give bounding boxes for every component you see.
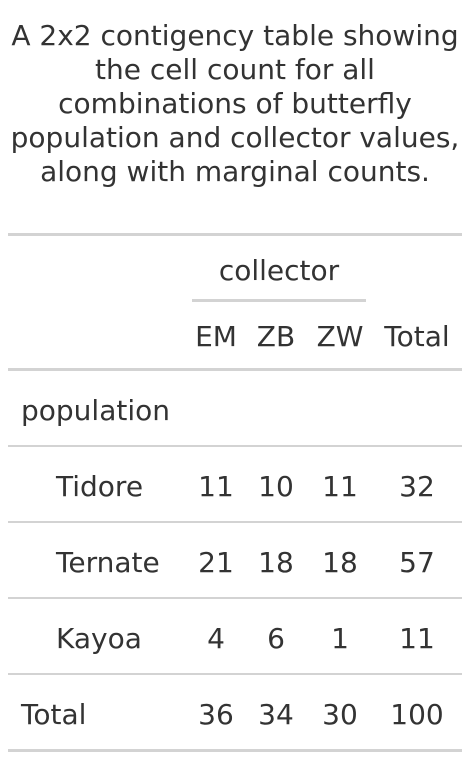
cell-total-zw: 30 bbox=[322, 698, 358, 731]
cell-kayoa-total: 11 bbox=[399, 622, 435, 655]
cell-total-zb: 34 bbox=[258, 698, 294, 731]
cell-ternate-zb: 18 bbox=[258, 546, 294, 579]
column-header-zw: ZW bbox=[316, 320, 364, 353]
cell-tidore-em: 11 bbox=[198, 470, 234, 503]
cell-kayoa-em: 4 bbox=[207, 622, 225, 655]
caption-line: population and collector values, bbox=[10, 121, 460, 154]
column-header-em: EM bbox=[195, 320, 237, 353]
row-divider bbox=[8, 673, 462, 675]
row-divider bbox=[8, 445, 462, 447]
cell-total-em: 36 bbox=[198, 698, 234, 731]
row-divider bbox=[8, 597, 462, 599]
cell-ternate-zw: 18 bbox=[322, 546, 358, 579]
caption-line: the cell count for all bbox=[95, 53, 375, 86]
cell-tidore-zb: 10 bbox=[258, 470, 294, 503]
cell-ternate-em: 21 bbox=[198, 546, 234, 579]
cell-total-total: 100 bbox=[390, 698, 444, 731]
column-header-total: Total bbox=[384, 320, 450, 353]
cell-ternate-total: 57 bbox=[399, 546, 435, 579]
row-label-tidore: Tidore bbox=[56, 470, 144, 503]
cell-tidore-total: 32 bbox=[399, 470, 435, 503]
table-top-rule bbox=[8, 233, 462, 236]
caption-line: A 2x2 contigency table showing bbox=[11, 19, 459, 52]
caption-line: combinations of butterfly bbox=[58, 87, 412, 120]
caption-line: along with marginal counts. bbox=[40, 155, 430, 188]
cell-kayoa-zb: 6 bbox=[267, 622, 285, 655]
column-header-zb: ZB bbox=[256, 320, 296, 353]
column-spanner-collector: collector bbox=[218, 254, 340, 287]
row-group-label: population bbox=[21, 394, 170, 427]
table-bottom-rule bbox=[8, 749, 462, 752]
cell-kayoa-zw: 1 bbox=[331, 622, 349, 655]
spanner-rule bbox=[192, 299, 366, 302]
header-bottom-rule bbox=[8, 368, 462, 371]
row-label-kayoa: Kayoa bbox=[56, 622, 142, 655]
table-caption: A 2x2 contigency table showing the cell … bbox=[8, 19, 462, 189]
row-divider bbox=[8, 521, 462, 523]
row-label-total: Total bbox=[21, 698, 87, 731]
row-label-ternate: Ternate bbox=[56, 546, 160, 579]
cell-tidore-zw: 11 bbox=[322, 470, 358, 503]
